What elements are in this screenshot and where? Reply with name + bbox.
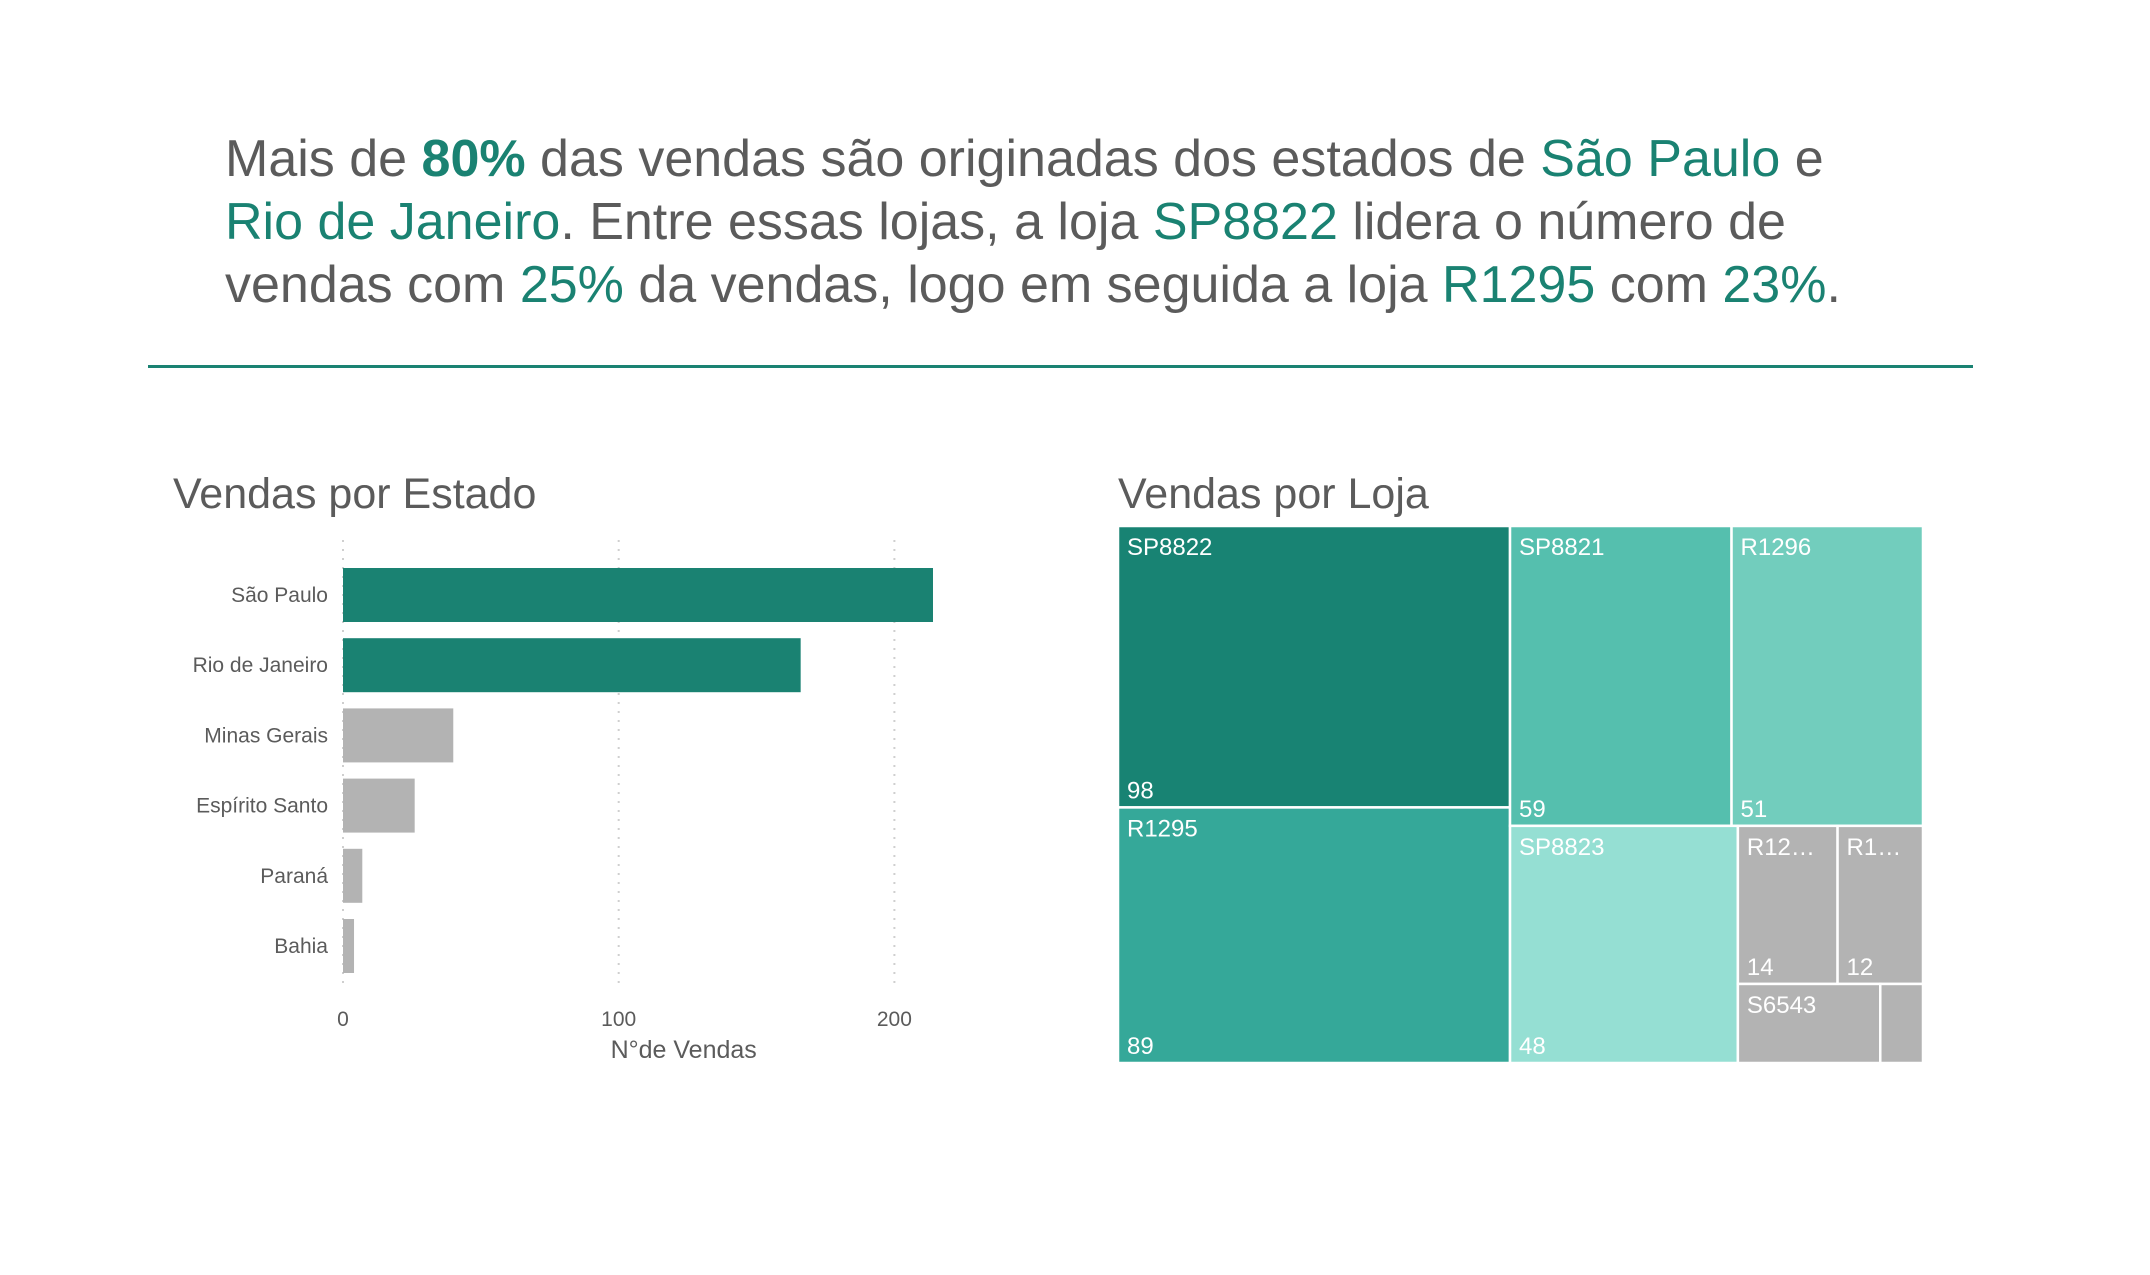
- treemap-tile-label: S6543: [1747, 992, 1816, 1019]
- treemap-tile: [1118, 806, 1512, 1065]
- bar: [343, 778, 415, 833]
- category-label: Bahia: [274, 935, 328, 958]
- treemap-tile-label: R1295: [1127, 815, 1198, 842]
- treemap-tile-label: SP8821: [1519, 534, 1604, 561]
- highlight-sao-paulo: São Paulo: [1540, 130, 1781, 188]
- treemap-tile: [1118, 526, 1512, 809]
- category-label: Rio de Janeiro: [193, 654, 328, 677]
- highlight-80-percent: 80%: [421, 130, 526, 188]
- headline-text: .: [1826, 256, 1841, 314]
- treemap-chart: SP8822 98 R1295 89 SP8821 59 R1296 51 SP8823 48 R1…: [1118, 526, 1925, 1065]
- highlight-sp8822: SP8822: [1152, 193, 1338, 251]
- highlight-rio-de-janeiro: Rio de Janeiro: [225, 193, 561, 251]
- treemap-tile: [1730, 526, 1925, 828]
- category-label: São Paulo: [231, 584, 328, 607]
- headline-text: vendas com: [225, 256, 520, 314]
- treemap-tile-value: 89: [1127, 1033, 1154, 1060]
- highlight-r1295: R1295: [1442, 256, 1596, 314]
- x-tick-label: 0: [337, 1008, 349, 1031]
- treemap-tile: [1736, 982, 1882, 1065]
- bar: [343, 848, 363, 903]
- bar: [343, 568, 933, 622]
- section-divider: [148, 365, 1973, 368]
- treemap-tile-value: 48: [1519, 1033, 1546, 1060]
- treemap-tile-value: 51: [1741, 796, 1768, 823]
- x-tick-label: 100: [601, 1008, 636, 1031]
- x-axis-title: N°de Vendas: [611, 1036, 757, 1064]
- treemap-tile-value: 14: [1747, 954, 1774, 981]
- headline-text: . Entre essas lojas, a loja: [560, 193, 1153, 251]
- x-tick-label: 200: [877, 1008, 912, 1031]
- treemap-tile-value: 59: [1519, 796, 1546, 823]
- treemap-tile: [1836, 824, 1925, 986]
- treemap-tile-value: 98: [1127, 777, 1154, 804]
- treemap-tile: [1879, 982, 1925, 1065]
- headline-text: lidera o número de: [1337, 193, 1786, 251]
- treemap-tile-label: R1296: [1741, 534, 1812, 561]
- treemap-tile: [1508, 526, 1733, 828]
- headline-text: das vendas são originadas dos estados de: [525, 130, 1541, 188]
- headline-text: e: [1780, 130, 1824, 188]
- category-label: Espírito Santo: [196, 795, 328, 818]
- bar: [343, 708, 454, 763]
- treemap-tile-label: SP8823: [1519, 834, 1604, 861]
- highlight-25-percent: 25%: [519, 256, 624, 314]
- treemap-tile-label: R1…: [1847, 834, 1902, 861]
- treemap-tile-label: SP8822: [1127, 534, 1212, 561]
- treemap-tile-label: R12…: [1747, 834, 1815, 861]
- treemap-title: Vendas por Loja: [1118, 470, 1429, 518]
- bar-chart-title: Vendas por Estado: [173, 470, 537, 518]
- category-label: Paraná: [260, 865, 328, 888]
- bar-chart: 0 100 200 São Paulo Rio de Janeiro Minas Gera…: [193, 540, 933, 1064]
- category-label: Minas Gerais: [204, 724, 328, 747]
- headline-text: com: [1595, 256, 1723, 314]
- headline-text: da vendas, logo em seguida a loja: [623, 256, 1443, 314]
- headline-text: Mais de: [225, 130, 422, 188]
- highlight-23-percent: 23%: [1722, 256, 1827, 314]
- bar: [343, 638, 801, 693]
- treemap-tile-value: 12: [1847, 954, 1874, 981]
- treemap-tile: [1508, 824, 1740, 1065]
- bar: [343, 919, 355, 973]
- headline: Mais de 80% das vendas são originadas do…: [225, 128, 2005, 317]
